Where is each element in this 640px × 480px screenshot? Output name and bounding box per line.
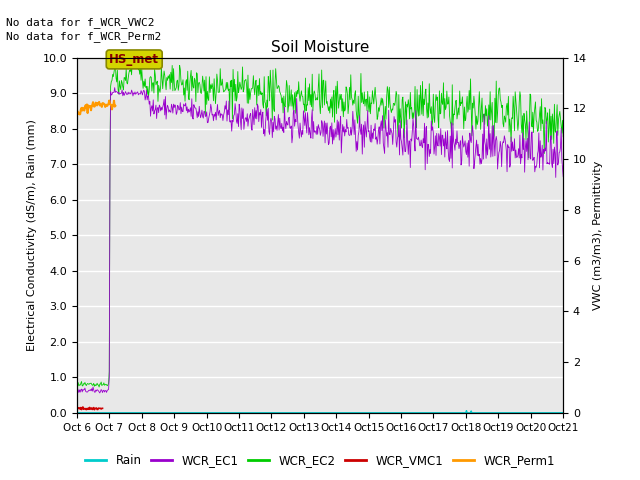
Text: HS_met: HS_met <box>109 53 159 66</box>
Text: No data for f_WCR_VWC2: No data for f_WCR_VWC2 <box>6 17 155 28</box>
Y-axis label: Electrical Conductivity (dS/m), Rain (mm): Electrical Conductivity (dS/m), Rain (mm… <box>27 119 37 351</box>
Y-axis label: VWC (m3/m3), Permittivity: VWC (m3/m3), Permittivity <box>593 160 603 310</box>
Text: No data for f_WCR_Perm2: No data for f_WCR_Perm2 <box>6 31 162 42</box>
Title: Soil Moisture: Soil Moisture <box>271 40 369 55</box>
Legend: Rain, WCR_EC1, WCR_EC2, WCR_VMC1, WCR_Perm1: Rain, WCR_EC1, WCR_EC2, WCR_VMC1, WCR_Pe… <box>80 449 560 472</box>
